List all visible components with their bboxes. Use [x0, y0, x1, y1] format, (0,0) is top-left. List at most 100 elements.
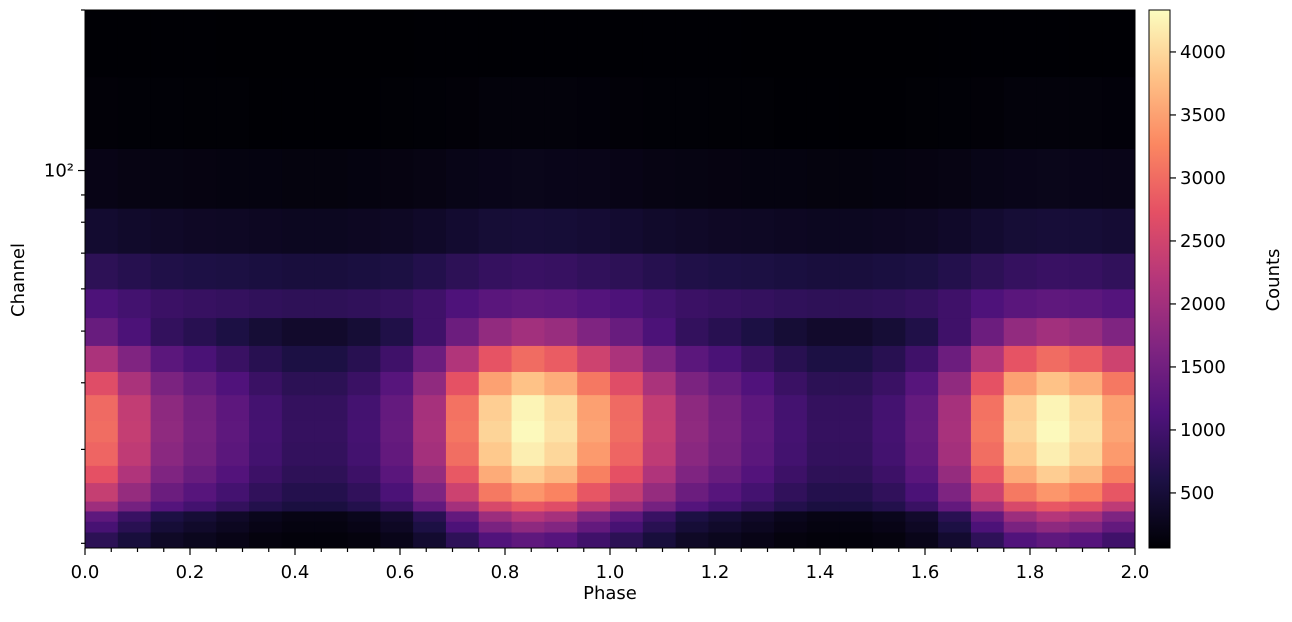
colorbar-tick-label: 3000	[1180, 168, 1226, 189]
heatmap-cell	[675, 465, 709, 484]
heatmap-cell	[511, 208, 545, 254]
heatmap-cell	[314, 10, 348, 78]
heatmap-cell	[117, 345, 152, 372]
heatmap-cell	[839, 148, 873, 209]
heatmap-cell	[183, 482, 217, 502]
heatmap-cell	[281, 521, 316, 533]
heatmap-cell	[577, 394, 611, 421]
heatmap-cell	[1036, 76, 1070, 149]
heatmap-cell	[577, 208, 611, 254]
heatmap-cell	[708, 420, 742, 443]
heatmap-cell	[380, 394, 414, 421]
heatmap-cell	[675, 482, 709, 502]
heatmap-cell	[1102, 148, 1136, 209]
heatmap-cell	[708, 10, 742, 78]
heatmap-cell	[150, 148, 184, 209]
heatmap-cell	[1003, 420, 1038, 443]
heatmap-cell	[642, 345, 677, 372]
heatmap-cell	[970, 148, 1005, 209]
heatmap-cell	[839, 482, 873, 502]
heatmap-cell	[806, 510, 841, 522]
heatmap-cell	[577, 76, 611, 149]
heatmap-cell	[970, 10, 1005, 78]
heatmap-cell	[150, 501, 184, 512]
heatmap-cell	[1069, 76, 1103, 149]
heatmap-cell	[150, 371, 184, 396]
heatmap-cell	[839, 521, 873, 533]
heatmap-cell	[708, 208, 742, 254]
heatmap-cell	[544, 317, 578, 346]
heatmap-cell	[85, 317, 119, 346]
heatmap-cell	[806, 317, 841, 346]
heatmap-cell	[183, 521, 217, 533]
heatmap-cell	[117, 317, 152, 346]
heatmap-cell	[1069, 253, 1103, 290]
heatmap-cell	[642, 10, 677, 78]
heatmap-cell	[806, 420, 841, 443]
heatmap-cell	[183, 10, 217, 78]
heatmap-cell	[511, 532, 545, 549]
heatmap-cell	[183, 317, 217, 346]
heatmap-cell	[380, 521, 414, 533]
heatmap-cell	[347, 345, 381, 372]
heatmap-cell	[347, 208, 381, 254]
x-tick-label: 1.8	[1016, 562, 1045, 583]
heatmap-cell	[774, 532, 808, 549]
heatmap-cell	[183, 465, 217, 484]
heatmap-cell	[1102, 510, 1136, 522]
heatmap-cell	[741, 148, 775, 209]
heatmap-cell	[839, 510, 873, 522]
heatmap-cell	[905, 148, 939, 209]
heatmap-cell	[708, 371, 742, 396]
heatmap-cell	[708, 501, 742, 512]
heatmap-cell	[708, 288, 742, 319]
heatmap-cell	[872, 532, 906, 549]
heatmap-cell	[413, 208, 447, 254]
heatmap-cell	[806, 532, 841, 549]
heatmap-cell	[544, 394, 578, 421]
heatmap-cell	[872, 482, 906, 502]
heatmap-cell	[970, 501, 1005, 512]
heatmap-cell	[741, 465, 775, 484]
heatmap-cell	[970, 288, 1005, 319]
heatmap-cell	[642, 501, 677, 512]
heatmap-cell	[741, 394, 775, 421]
heatmap-cell	[1069, 394, 1103, 421]
heatmap-cell	[445, 208, 480, 254]
heatmap-cell	[806, 521, 841, 533]
heatmap-cell	[872, 148, 906, 209]
heatmap-cell	[1036, 208, 1070, 254]
heatmap-cell	[938, 288, 972, 319]
heatmap-cell	[905, 482, 939, 502]
heatmap-cell	[872, 501, 906, 512]
heatmap-cell	[347, 394, 381, 421]
heatmap-cell	[150, 345, 184, 372]
heatmap-cell	[150, 394, 184, 421]
heatmap-cell	[1036, 253, 1070, 290]
heatmap-cell	[281, 345, 316, 372]
heatmap-cell	[281, 482, 316, 502]
heatmap-cell	[117, 148, 152, 209]
heatmap-cell	[610, 10, 644, 78]
heatmap-cell	[117, 76, 152, 149]
heatmap-cell	[1069, 501, 1103, 512]
heatmap-cell	[380, 371, 414, 396]
heatmap-cell	[511, 148, 545, 209]
heatmap-cell	[839, 10, 873, 78]
heatmap-cell	[610, 465, 644, 484]
heatmap-cell	[478, 10, 513, 78]
heatmap-cell	[314, 482, 348, 502]
heatmap-cell	[675, 510, 709, 522]
heatmap-cell	[380, 482, 414, 502]
heatmap-cell	[347, 317, 381, 346]
heatmap-cell	[1069, 10, 1103, 78]
x-tick-label: 1.6	[911, 562, 940, 583]
heatmap-cell	[839, 420, 873, 443]
heatmap-cell	[642, 371, 677, 396]
heatmap-cell	[839, 345, 873, 372]
heatmap-cell	[544, 465, 578, 484]
heatmap-cell	[610, 208, 644, 254]
heatmap-cell	[938, 482, 972, 502]
heatmap-cell	[642, 521, 677, 533]
